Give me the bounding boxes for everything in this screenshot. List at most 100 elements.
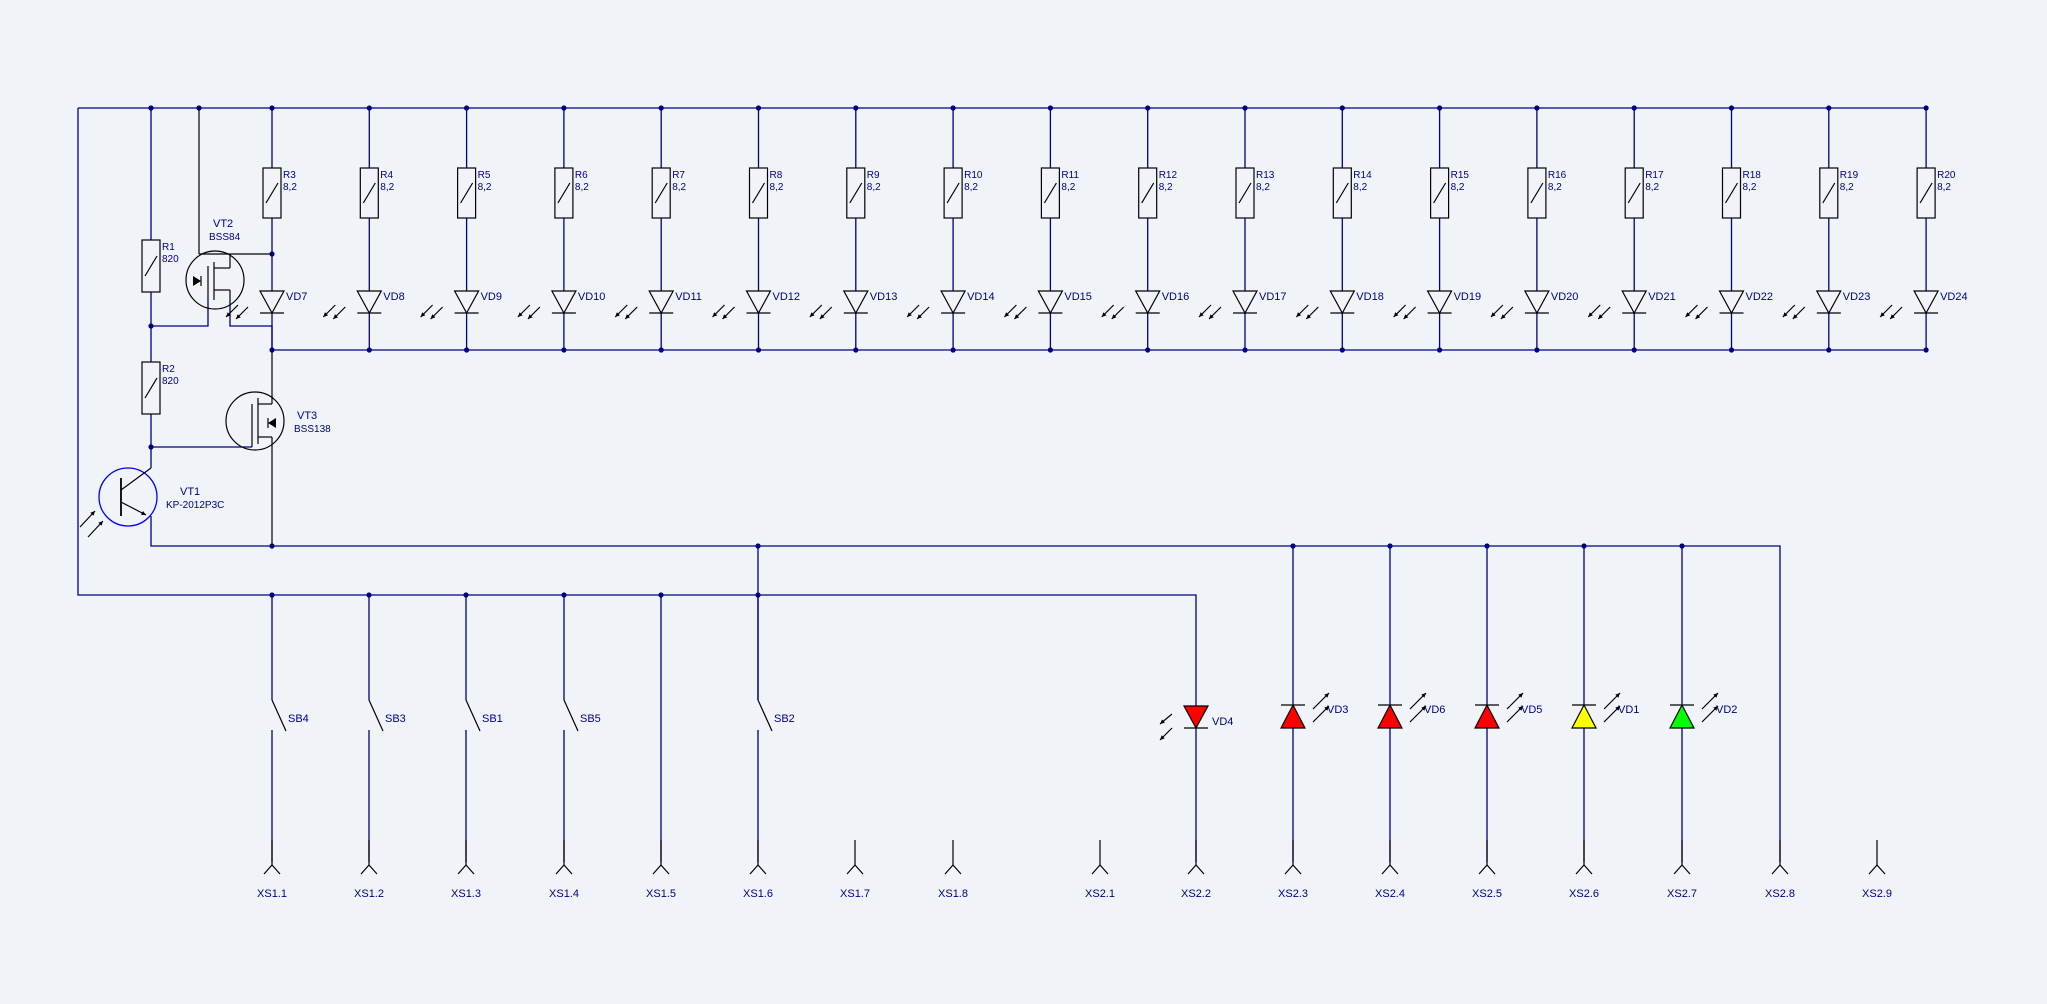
arrow-head bbox=[1880, 312, 1885, 317]
vt2-gate-wire bbox=[151, 296, 209, 327]
resistor-label: R17 bbox=[1645, 170, 1664, 181]
diode-triangle bbox=[745, 290, 772, 315]
stroke bbox=[854, 864, 864, 875]
resistor-label: R15 bbox=[1451, 170, 1470, 181]
arrow-head bbox=[615, 312, 620, 317]
phototransistor-VT1 bbox=[79, 467, 158, 538]
led-label: VD8 bbox=[383, 291, 404, 303]
led-label: VD20 bbox=[1551, 291, 1579, 303]
stroke bbox=[1389, 864, 1399, 875]
stroke bbox=[1478, 864, 1488, 875]
junction-dot bbox=[658, 592, 664, 598]
connector-XS2.8 bbox=[1771, 840, 1789, 875]
stroke bbox=[1822, 182, 1836, 204]
connector-label: XS2.5 bbox=[1472, 888, 1502, 900]
resistor-R2 bbox=[141, 361, 161, 415]
resistor-body bbox=[748, 167, 769, 219]
stroke bbox=[751, 182, 766, 204]
diode-triangle bbox=[1913, 290, 1940, 315]
arrow-head bbox=[1695, 314, 1701, 319]
stroke bbox=[1091, 864, 1101, 875]
resistor-label: R13 bbox=[1256, 170, 1275, 181]
connector-label: XS1.5 bbox=[646, 888, 676, 900]
stroke bbox=[1381, 864, 1391, 875]
resistor-R5 bbox=[457, 167, 477, 219]
vt3-part: BSS138 bbox=[294, 424, 331, 435]
connector-label: XS2.8 bbox=[1765, 888, 1795, 900]
transistor-body bbox=[98, 467, 158, 527]
r1-value: 820 bbox=[162, 254, 181, 265]
led-VD11 bbox=[614, 290, 675, 320]
resistor-R4 bbox=[359, 167, 379, 219]
stroke bbox=[120, 467, 152, 491]
resistor-body bbox=[1138, 167, 1158, 219]
resistor-body bbox=[359, 167, 379, 219]
wires bbox=[77, 105, 1929, 862]
stroke bbox=[1779, 864, 1789, 875]
stroke bbox=[563, 699, 579, 732]
stroke bbox=[263, 864, 273, 875]
resistor-value: 8,2 bbox=[1353, 182, 1369, 193]
transistor-body bbox=[185, 250, 245, 310]
resistor-label: R16 bbox=[1548, 170, 1567, 181]
led-VD22 bbox=[1685, 290, 1745, 320]
vt1-part: KP-2012P3C bbox=[166, 500, 224, 511]
stroke bbox=[660, 864, 670, 875]
arrow-head bbox=[1615, 693, 1620, 698]
led-label: VD19 bbox=[1454, 291, 1482, 303]
resistor-label: R3 bbox=[283, 170, 296, 181]
resistor-label: R7 bbox=[672, 170, 685, 181]
resistor-value: 8,2 bbox=[1256, 182, 1272, 193]
arrow-head bbox=[1296, 312, 1302, 317]
arrow-head bbox=[90, 511, 95, 516]
arrow-head bbox=[625, 314, 630, 319]
indicator-led-VD5 bbox=[1474, 692, 1524, 729]
resistor-body bbox=[554, 167, 574, 219]
connector-label: XS1.2 bbox=[354, 888, 384, 900]
resistor-value: 8,2 bbox=[575, 182, 591, 193]
resistor-R15 bbox=[1429, 167, 1450, 219]
resistor-value: 8,2 bbox=[380, 182, 396, 193]
stroke bbox=[368, 699, 384, 732]
stroke bbox=[1141, 182, 1155, 204]
stroke bbox=[1771, 864, 1781, 875]
arrow-head bbox=[1014, 314, 1020, 319]
diode-triangle bbox=[1231, 290, 1259, 315]
resistor-value: 8,2 bbox=[478, 182, 494, 193]
indicator-led-label: VD2 bbox=[1716, 704, 1737, 716]
stroke bbox=[1919, 182, 1933, 204]
arrow-head bbox=[1518, 706, 1523, 711]
led-VD21 bbox=[1587, 290, 1648, 320]
led-VD13 bbox=[809, 290, 869, 320]
stroke bbox=[1673, 864, 1683, 875]
stroke bbox=[1292, 864, 1302, 875]
stroke bbox=[757, 699, 773, 732]
arrow-head bbox=[1685, 312, 1691, 317]
resistor-body bbox=[846, 167, 866, 219]
resistor-label: R5 bbox=[478, 170, 491, 181]
resistor-body bbox=[943, 167, 963, 219]
indicator-led-VD4 bbox=[1159, 705, 1210, 741]
r2-value: 820 bbox=[162, 376, 181, 387]
stroke bbox=[749, 864, 759, 875]
resistor-R17 bbox=[1624, 167, 1644, 219]
resistor-body bbox=[457, 167, 477, 219]
led-label: VD23 bbox=[1843, 291, 1871, 303]
resistor-body bbox=[141, 239, 161, 293]
led-VD20 bbox=[1490, 290, 1550, 320]
resistor-label: R10 bbox=[964, 170, 983, 181]
connector-label: XS1.6 bbox=[743, 888, 773, 900]
led-label: VD11 bbox=[675, 291, 702, 303]
arrow-head bbox=[98, 521, 103, 526]
led-label: VD10 bbox=[578, 291, 606, 303]
connector-label: XS2.3 bbox=[1278, 888, 1308, 900]
stroke bbox=[360, 864, 370, 875]
resistor-R8 bbox=[748, 167, 769, 219]
vt3-label: VT3 bbox=[297, 410, 317, 422]
diode-triangle bbox=[356, 290, 383, 315]
resistor-R1 bbox=[141, 239, 161, 293]
arrow-head bbox=[1421, 706, 1426, 711]
resistor-R16 bbox=[1527, 167, 1547, 219]
stroke bbox=[944, 864, 954, 875]
arrow-head bbox=[1518, 693, 1523, 698]
